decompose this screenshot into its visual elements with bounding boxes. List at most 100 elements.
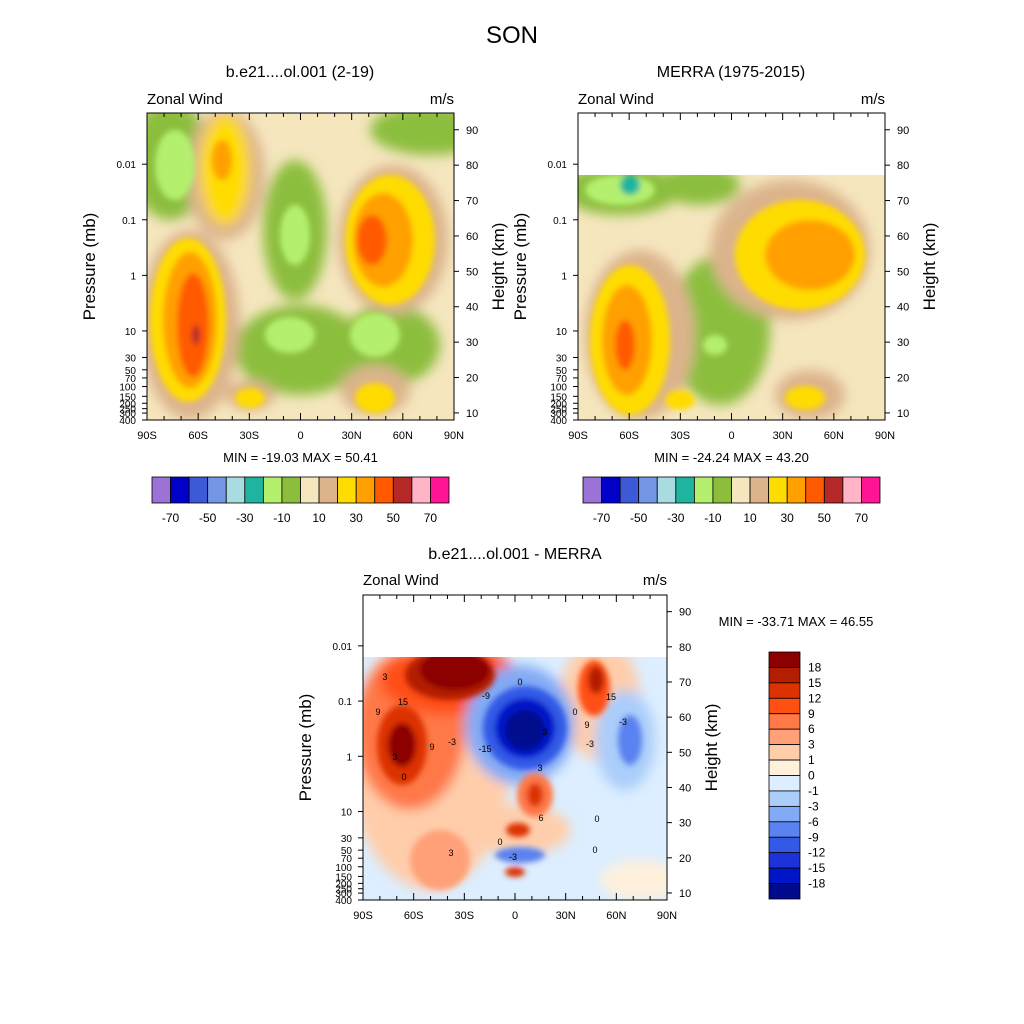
- colorbar-swatch: [768, 852, 801, 869]
- colorbar-swatch: [768, 667, 801, 684]
- height-tick-label: 10: [466, 408, 478, 420]
- colorbar-swatch: [768, 805, 801, 823]
- colorbar-swatch: [768, 883, 801, 900]
- colorbar-swatch: [768, 867, 801, 884]
- contour-label: 6: [538, 813, 543, 823]
- colorbar-swatch: [619, 476, 640, 504]
- colorbar-label: -6: [808, 815, 819, 829]
- x-tick-label: 30N: [556, 910, 576, 922]
- colorbar-label: -70: [162, 511, 180, 525]
- p-tick-label: 150: [335, 872, 352, 883]
- height-tick-label: 70: [679, 677, 691, 689]
- min-max-label: MIN = -19.03 MAX = 50.41: [223, 450, 378, 465]
- p-tick-label: 0.01: [548, 160, 568, 171]
- p-tick-label: 250: [119, 405, 136, 416]
- contour-label: 0: [592, 845, 597, 855]
- height-tick-label: 40: [466, 302, 478, 314]
- panel-merra-field: [578, 175, 885, 420]
- y-axis-label: Pressure (mb): [296, 694, 315, 802]
- colorbar-swatch: [768, 697, 801, 715]
- p-tick-label: 50: [341, 846, 353, 857]
- panel-1-axes: 90S 60S 30S 0 30N 60N 90N0.010.111030507010015…: [511, 113, 939, 525]
- figure-title: SON: [486, 22, 538, 49]
- contour-label: 9: [584, 720, 589, 730]
- colorbar-swatch: [262, 476, 283, 504]
- contour-label: 0: [572, 707, 577, 717]
- p-tick-label: 150: [119, 392, 136, 403]
- contour-label: 3: [448, 848, 453, 858]
- colorbar-swatch: [281, 476, 301, 504]
- colorbar-label: -18: [808, 877, 826, 891]
- colorbar-label: 18: [808, 660, 822, 674]
- p-tick-label: 400: [550, 416, 567, 427]
- colorbar-label: 6: [808, 722, 815, 736]
- panel-model-units: m/s: [430, 91, 454, 108]
- y-axis-label: Pressure (mb): [511, 213, 530, 321]
- p-tick-label: 400: [119, 416, 136, 427]
- colorbar-label: 50: [818, 511, 832, 525]
- height-tick-label: 50: [679, 747, 691, 759]
- p-tick-label: 150: [550, 392, 567, 403]
- height-tick-label: 20: [897, 373, 909, 385]
- x-tick-label: 0: [512, 910, 518, 922]
- colorbar-label: -50: [199, 511, 217, 525]
- y2-axis-label: Height (km): [489, 223, 508, 311]
- p-tick-label: 250: [335, 885, 352, 896]
- x-tick-label: 0: [297, 430, 303, 442]
- colorbar-label: 30: [781, 511, 795, 525]
- height-tick-label: 10: [897, 408, 909, 420]
- height-tick-label: 30: [679, 818, 691, 830]
- x-tick-label: 30S: [671, 430, 691, 442]
- panel-model-title: b.e21....ol.001 (2-19): [226, 64, 375, 81]
- p-tick-label: 0.1: [338, 697, 352, 708]
- colorbar-swatch: [337, 476, 357, 504]
- contour-label: 0: [594, 814, 599, 824]
- colorbar-swatch: [656, 476, 677, 504]
- colorbar-label: 15: [808, 676, 822, 690]
- height-tick-label: 70: [897, 196, 909, 208]
- colorbar-label: -12: [808, 846, 826, 860]
- colorbar-swatch: [768, 836, 801, 854]
- y-axis-label: Pressure (mb): [80, 213, 99, 321]
- height-tick-label: 20: [679, 853, 691, 865]
- x-tick-label: 30N: [342, 430, 362, 442]
- contour-label: 3: [392, 752, 397, 762]
- colorbar-swatch: [768, 821, 801, 838]
- colorbar-label: 70: [424, 511, 438, 525]
- panel-2-axes: 90S 60S 30S 0 30N 60N 90N0.010.111030507010015…: [296, 595, 721, 922]
- colorbar-swatch: [768, 476, 788, 504]
- colorbar-swatch: [582, 476, 602, 504]
- colorbar-swatch: [823, 476, 844, 504]
- colorbar-swatch: [731, 476, 751, 504]
- x-tick-label: 60S: [619, 430, 639, 442]
- p-tick-label: 300: [550, 409, 567, 420]
- p-tick-label: 300: [335, 889, 352, 900]
- height-tick-label: 20: [466, 373, 478, 385]
- panel-merra: MERRA (1975-2015) Zonal Wind m/s: [577, 64, 886, 421]
- colorbar-label: 12: [808, 691, 822, 705]
- colorbar-label: 1: [808, 753, 815, 767]
- p-tick-label: 1: [130, 271, 136, 282]
- colorbar-swatch: [225, 476, 246, 504]
- colorbar-swatch: [318, 476, 339, 504]
- colorbar-label: 3: [808, 738, 815, 752]
- p-tick-label: 70: [341, 854, 353, 865]
- colorbar-swatch: [768, 651, 801, 668]
- panel-difference: b.e21....ol.001 - MERRA Zonal Wind m/s: [362, 546, 873, 901]
- x-tick-label: 90S: [137, 430, 157, 442]
- colorbar-swatch: [430, 476, 450, 504]
- height-tick-label: 60: [897, 231, 909, 243]
- contour-label: 9: [375, 707, 380, 717]
- x-tick-label: 90S: [353, 910, 373, 922]
- colorbar-swatch: [768, 682, 801, 699]
- contour-label: 15: [398, 697, 408, 707]
- colorbar-label: -15: [808, 861, 826, 875]
- panel-diff-left-label: Zonal Wind: [363, 572, 439, 589]
- p-tick-label: 50: [125, 366, 137, 377]
- colorbar-label: 10: [312, 511, 326, 525]
- panel-model-left-label: Zonal Wind: [147, 91, 223, 108]
- p-tick-label: 100: [550, 383, 567, 394]
- colorbar-swatch: [374, 476, 394, 504]
